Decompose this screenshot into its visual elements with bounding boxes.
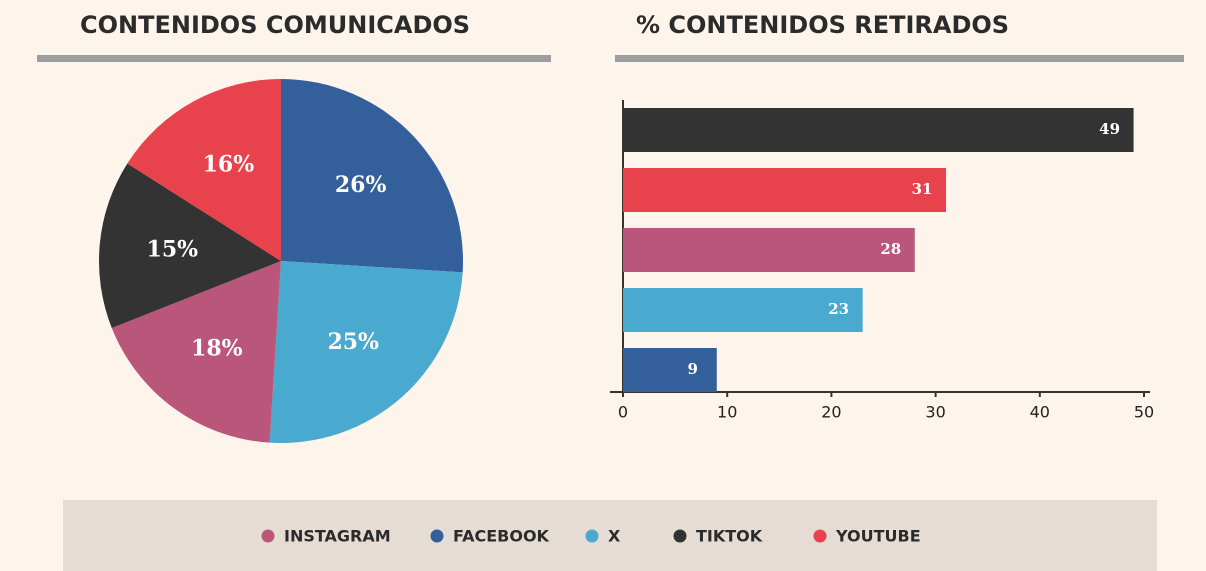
legend-band bbox=[63, 500, 1157, 571]
pie-slice bbox=[281, 79, 463, 273]
legend-label: TIKTOK bbox=[696, 527, 763, 546]
pie-title: CONTENIDOS COMUNICADOS bbox=[80, 11, 470, 39]
slice-label: 25% bbox=[327, 329, 379, 355]
legend-swatch bbox=[673, 529, 687, 543]
legend-swatch bbox=[261, 529, 275, 543]
legend-label: INSTAGRAM bbox=[284, 527, 391, 546]
x-tick-label: 0 bbox=[618, 403, 628, 422]
bar bbox=[623, 288, 863, 332]
x-tick-label: 40 bbox=[1030, 403, 1050, 422]
x-tick-label: 30 bbox=[925, 403, 945, 422]
slice-label: 15% bbox=[147, 237, 199, 263]
slice-label: 16% bbox=[203, 151, 255, 177]
x-tick-label: 20 bbox=[821, 403, 841, 422]
pie-slice bbox=[111, 261, 282, 443]
bar-label: 9 bbox=[688, 360, 698, 378]
pie-slice bbox=[99, 163, 281, 328]
pie-slice bbox=[127, 79, 281, 261]
title-rule bbox=[615, 55, 1184, 62]
bar-label: 28 bbox=[880, 240, 901, 258]
slice-label: 26% bbox=[335, 172, 387, 198]
legend-swatch bbox=[430, 529, 444, 543]
bar bbox=[623, 108, 1134, 152]
slice-label: 18% bbox=[191, 335, 243, 361]
legend-label: FACEBOOK bbox=[453, 527, 550, 546]
bar-label: 31 bbox=[912, 180, 933, 198]
legend-label: X bbox=[608, 527, 621, 546]
x-tick-label: 50 bbox=[1134, 403, 1154, 422]
legend-swatch bbox=[585, 529, 599, 543]
bar bbox=[623, 348, 717, 392]
title-rule bbox=[37, 55, 551, 62]
x-tick-label: 10 bbox=[717, 403, 737, 422]
legend-label: YOUTUBE bbox=[835, 527, 921, 546]
bar bbox=[623, 168, 947, 212]
bar bbox=[623, 228, 915, 272]
legend-swatch bbox=[813, 529, 827, 543]
bar-label: 49 bbox=[1099, 120, 1120, 138]
bar-title: % CONTENIDOS RETIRADOS bbox=[636, 11, 1009, 39]
bar-label: 23 bbox=[828, 300, 849, 318]
pie-slice bbox=[269, 261, 463, 443]
